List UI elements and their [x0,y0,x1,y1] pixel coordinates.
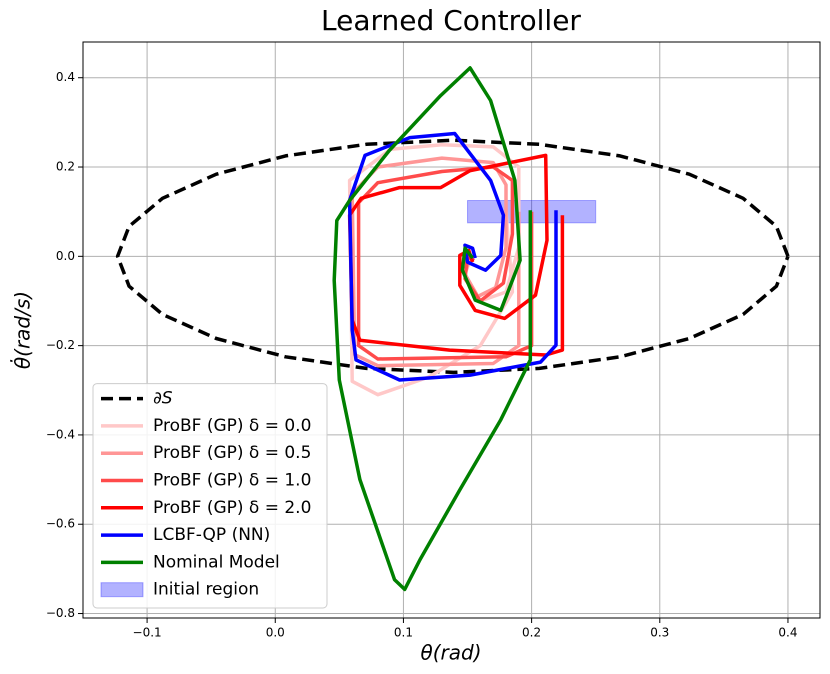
y-tick-label: 0.0 [56,249,75,263]
y-tick-label: 0.2 [56,160,75,174]
plot-frame [82,41,821,619]
series-line [347,153,565,357]
legend-label: ∂S [153,389,173,409]
legend-label: Nominal Model [153,552,280,572]
legend-label: ProBF (GP) δ = 0.0 [153,416,311,436]
y-tick-label: −0.6 [46,517,75,531]
x-tick-label: 0.2 [522,626,541,640]
x-tick-label: −0.1 [133,626,162,640]
legend-label: Initial region [153,580,259,600]
legend-swatch [100,582,144,598]
x-axis-label: θ(rad) [420,641,481,665]
y-tick-label: −0.4 [46,427,75,441]
x-tick-label: 0.3 [650,626,669,640]
legend-label: ProBF (GP) δ = 1.0 [153,471,311,491]
legend-label: ProBF (GP) δ = 0.5 [153,443,311,463]
y-axis-label: θ̇(rad/s) [10,291,35,369]
x-tick-label: 0.1 [394,626,413,640]
y-tick-label: 0.4 [56,70,75,84]
y-tick-label: −0.8 [46,606,75,620]
x-tick-label: 0.4 [778,626,797,640]
legend-box [92,383,328,609]
series-line [350,156,521,368]
legend-label: LCBF-QP (NN) [153,525,270,545]
series-line [347,131,558,382]
x-tick-label: 0.0 [266,626,285,640]
series-line [332,66,533,592]
y-tick-label: −0.2 [46,338,75,352]
series-line [115,138,790,375]
legend-label: ProBF (GP) δ = 2.0 [153,498,311,518]
series-line [347,142,521,397]
chart-title: Learned Controller [321,4,581,37]
